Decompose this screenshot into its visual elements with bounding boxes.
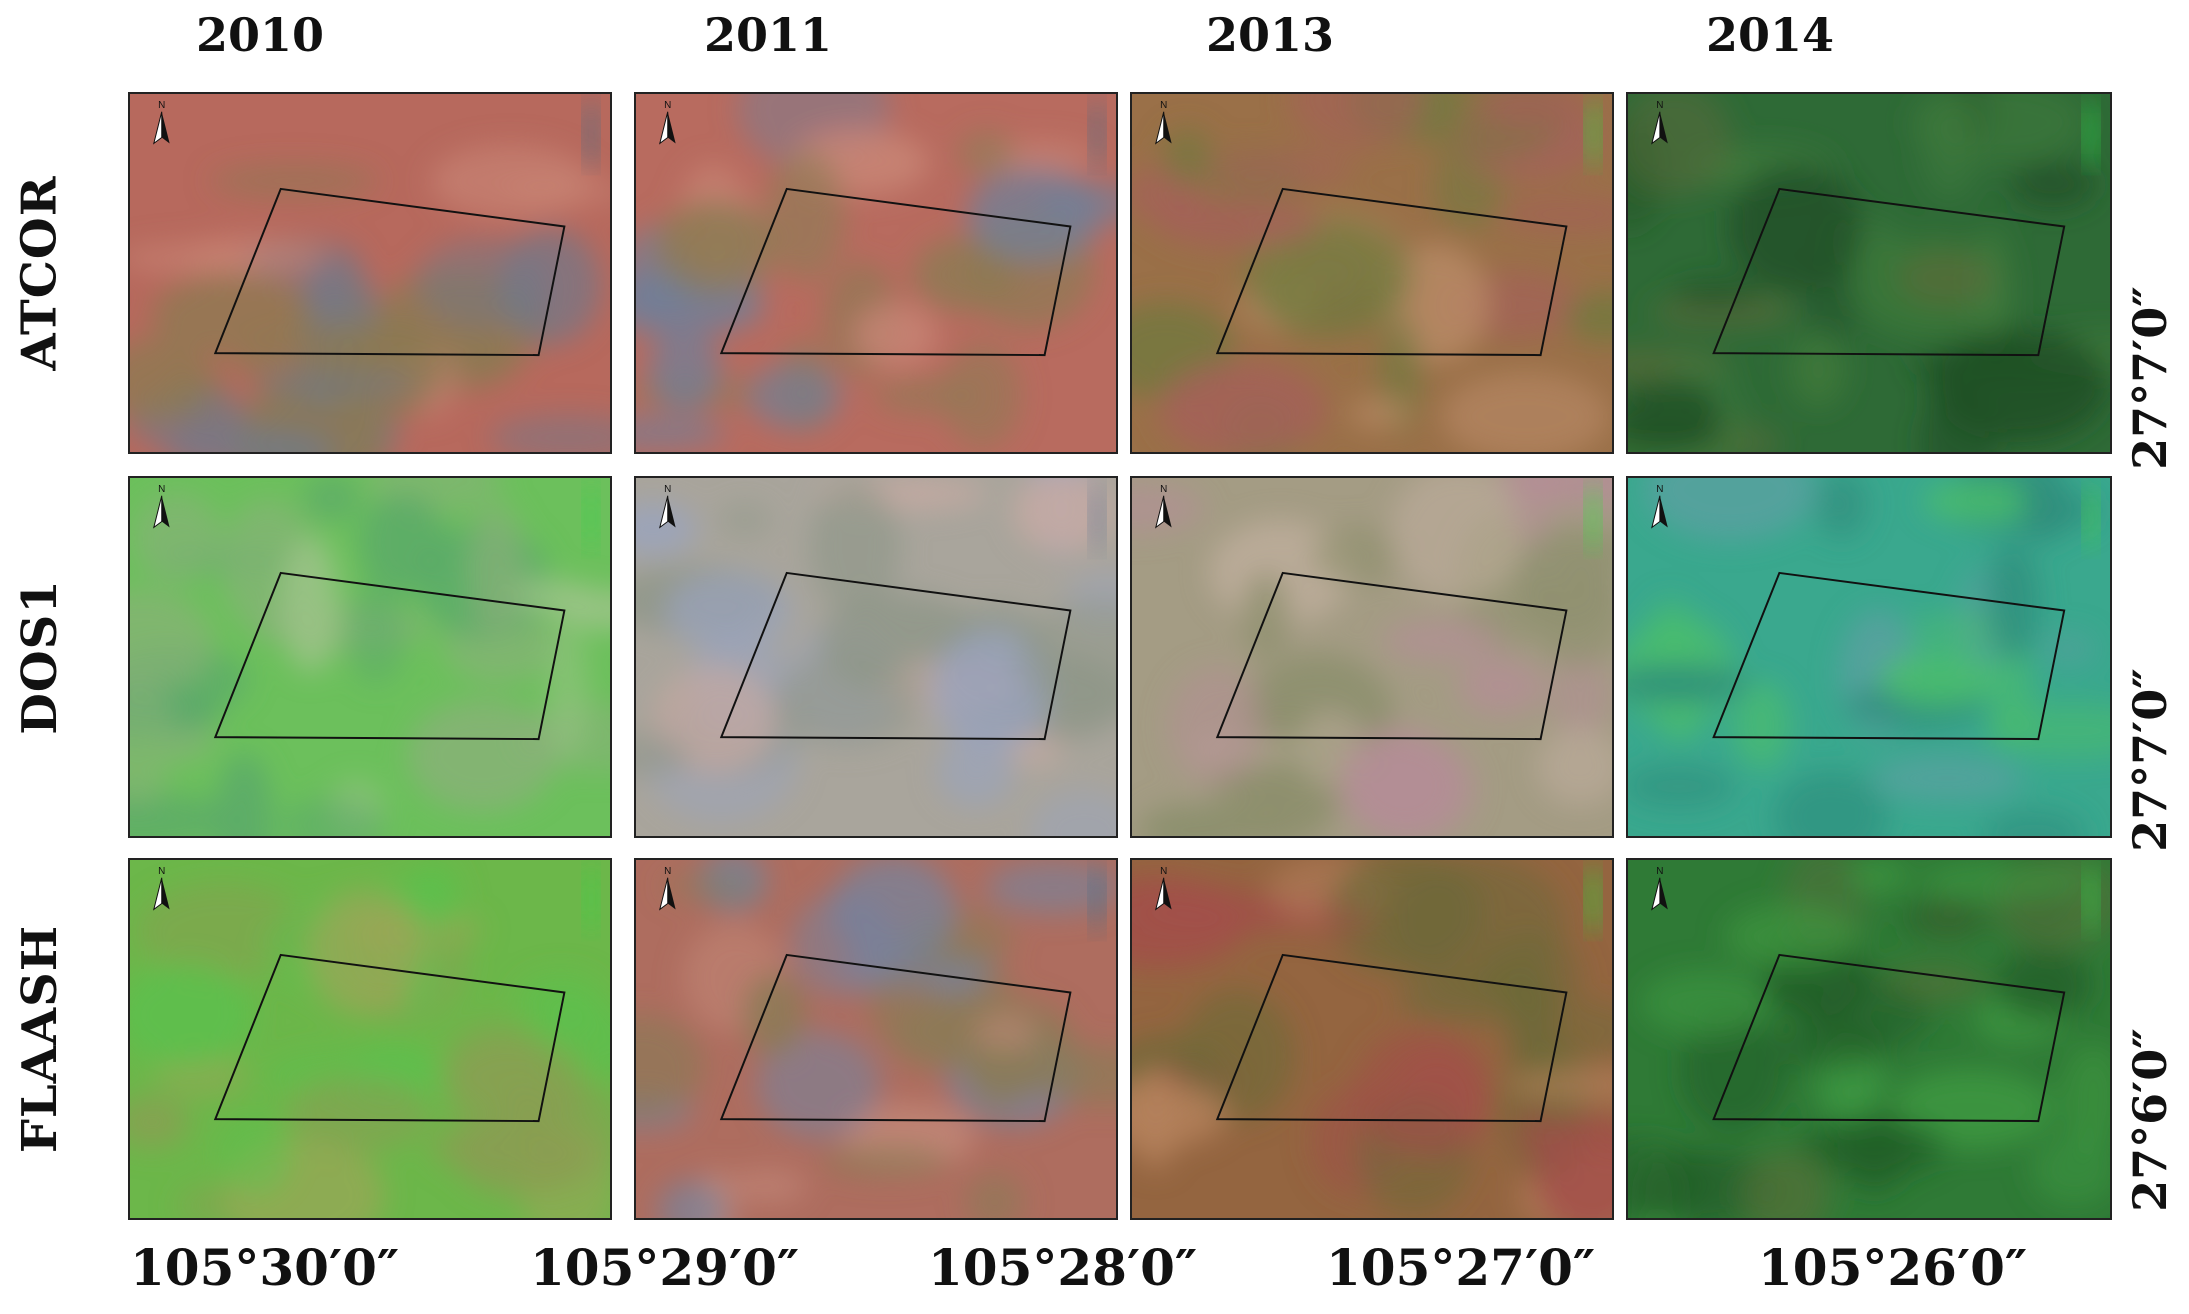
north-arrow-icon: N (1651, 484, 1668, 529)
satellite-image: N (130, 860, 610, 1218)
north-arrow-icon: N (1154, 100, 1172, 145)
image-panel-atcor-2010: N (128, 92, 612, 454)
north-arrow-icon: N (1651, 100, 1668, 145)
study-area-outline (1215, 187, 1568, 357)
north-arrow-icon: N (658, 866, 676, 911)
north-arrow-icon: N (1154, 866, 1172, 911)
study-area-outline (719, 953, 1072, 1123)
year-heading-2011: 2011 (703, 8, 833, 62)
latitude-label-2-text: 27°7′0″ (2122, 668, 2177, 852)
study-area-outline (213, 187, 566, 357)
study-area-outline (1712, 571, 2066, 741)
satellite-image: N (130, 94, 610, 452)
image-panel-atcor-2014: N (1626, 92, 2112, 454)
satellite-image: N (1628, 860, 2110, 1218)
latitude-label-1-text: 27°7′0″ (2122, 286, 2177, 470)
image-panel-atcor-2013: N (1130, 92, 1614, 454)
satellite-image: N (1132, 860, 1612, 1218)
satellite-image: N (1132, 478, 1612, 836)
row-label-flaash-text: FLAASH (12, 924, 69, 1154)
row-label-flaash: FLAASH (0, 858, 80, 1220)
study-area-outline (1215, 953, 1568, 1123)
row-label-atcor: ATCOR (0, 92, 80, 454)
latitude-label-3-text: 27°6′0″ (2122, 1028, 2177, 1212)
study-area-outline (1712, 953, 2066, 1123)
image-panel-flaash-2010: N (128, 858, 612, 1220)
north-arrow-icon: N (152, 484, 170, 529)
image-panel-dos1-2011: N (634, 476, 1118, 838)
satellite-image: N (636, 478, 1116, 836)
north-arrow-icon: N (658, 484, 676, 529)
image-panel-flaash-2013: N (1130, 858, 1614, 1220)
row-label-dos1-text: DOS1 (12, 579, 68, 735)
longitude-label-4: 105°27′0″ (1326, 1238, 1596, 1297)
satellite-image: N (1628, 478, 2110, 836)
satellite-image: N (636, 860, 1116, 1218)
year-heading-2013: 2013 (1205, 8, 1335, 62)
north-arrow-letter: N (1160, 866, 1167, 877)
north-arrow-icon: N (1154, 484, 1172, 529)
longitude-label-1: 105°30′0″ (130, 1238, 400, 1297)
image-panel-flaash-2014: N (1626, 858, 2112, 1220)
north-arrow-letter: N (664, 100, 671, 111)
latitude-label-1: 27°7′0″ (2112, 258, 2187, 498)
satellite-image: N (1628, 94, 2110, 452)
longitude-label-2: 105°29′0″ (530, 1238, 800, 1297)
north-arrow-letter: N (1656, 100, 1663, 111)
study-area-outline (213, 953, 566, 1123)
satellite-image: N (1132, 94, 1612, 452)
north-arrow-letter: N (1160, 484, 1167, 495)
north-arrow-letter: N (664, 484, 671, 495)
image-panel-flaash-2011: N (634, 858, 1118, 1220)
north-arrow-icon: N (658, 100, 676, 145)
north-arrow-letter: N (664, 866, 671, 877)
latitude-label-3: 27°6′0″ (2112, 1000, 2187, 1240)
satellite-image: N (130, 478, 610, 836)
year-heading-2010: 2010 (195, 8, 325, 62)
north-arrow-letter: N (1160, 100, 1167, 111)
image-panel-dos1-2013: N (1130, 476, 1614, 838)
north-arrow-letter: N (158, 100, 165, 111)
year-heading-2014: 2014 (1705, 8, 1835, 62)
north-arrow-letter: N (1656, 484, 1663, 495)
image-panel-dos1-2014: N (1626, 476, 2112, 838)
north-arrow-letter: N (158, 484, 165, 495)
image-panel-atcor-2011: N (634, 92, 1118, 454)
longitude-label-3: 105°28′0″ (928, 1238, 1198, 1297)
study-area-outline (1712, 187, 2066, 357)
north-arrow-letter: N (158, 866, 165, 877)
study-area-outline (1215, 571, 1568, 741)
satellite-image: N (636, 94, 1116, 452)
latitude-label-2: 27°7′0″ (2112, 640, 2187, 880)
study-area-outline (213, 571, 566, 741)
north-arrow-letter: N (1656, 866, 1663, 877)
north-arrow-icon: N (1651, 866, 1668, 911)
longitude-label-5: 105°26′0″ (1758, 1238, 2028, 1297)
image-panel-dos1-2010: N (128, 476, 612, 838)
study-area-outline (719, 571, 1072, 741)
study-area-outline (719, 187, 1072, 357)
row-label-atcor-text: ATCOR (12, 175, 68, 371)
row-label-dos1: DOS1 (0, 476, 80, 838)
